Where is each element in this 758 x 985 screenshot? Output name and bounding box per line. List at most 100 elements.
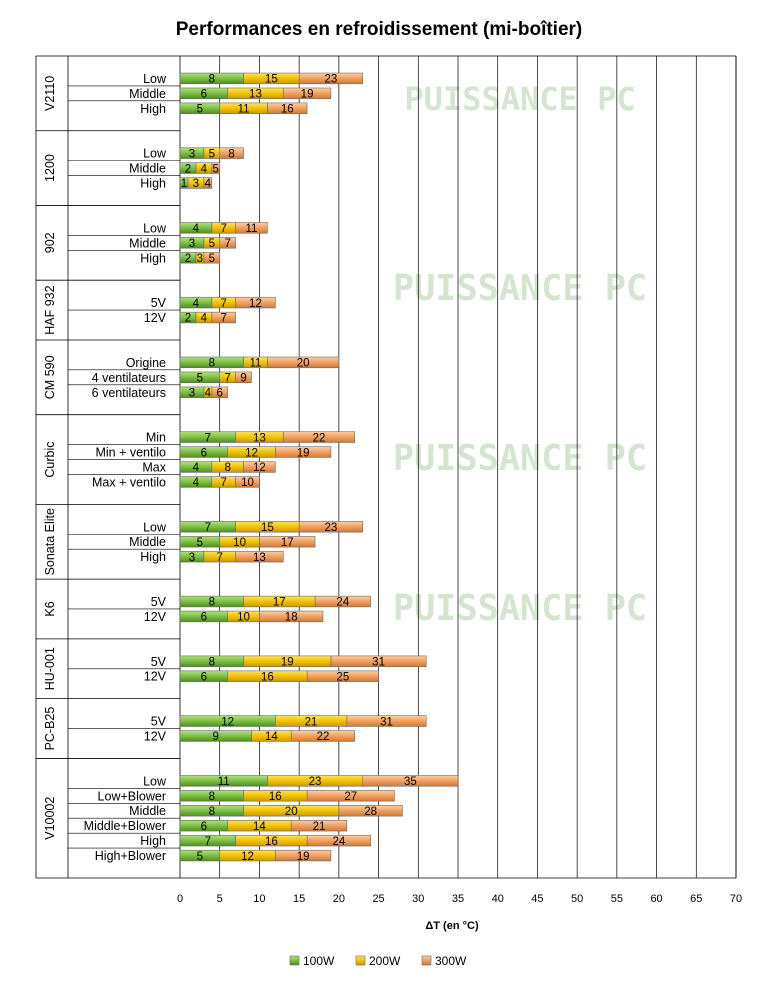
x-tick-label: 15 <box>293 893 305 905</box>
row-label: Origine <box>126 356 166 370</box>
data-label: 8 <box>209 806 215 818</box>
group-label: 902 <box>43 232 57 253</box>
data-label: 21 <box>313 821 326 833</box>
row-label: Middle <box>129 87 166 101</box>
legend-swatch <box>421 955 432 966</box>
data-label: 6 <box>201 612 207 624</box>
bar-segment <box>179 371 221 384</box>
row-label: 5V <box>151 296 167 310</box>
bar-segment <box>179 252 197 264</box>
group-label: Sonata Elite <box>43 508 57 575</box>
x-tick-label: 30 <box>412 893 424 905</box>
legend-swatch <box>289 955 300 966</box>
watermark-text: PUISSANCE PC <box>393 438 647 479</box>
data-label: 10 <box>233 537 246 549</box>
row-label: Middle <box>129 804 166 818</box>
row-label: High <box>140 102 166 116</box>
legend-label: 100W <box>303 954 335 968</box>
data-label: 12 <box>249 298 262 310</box>
row-label: 4 ventilateurs <box>92 371 166 385</box>
data-label: 31 <box>372 656 385 668</box>
bar-segment <box>179 820 228 832</box>
data-label: 6 <box>201 89 207 101</box>
x-tick-label: 50 <box>571 893 583 905</box>
row-label: Min <box>146 431 166 445</box>
data-label: 6 <box>201 447 207 459</box>
bar-segment <box>179 461 213 473</box>
data-label: 4 <box>193 477 200 489</box>
data-label: 28 <box>364 806 377 818</box>
row-label: Low <box>143 72 167 86</box>
x-tick-label: 20 <box>333 893 345 905</box>
row-label: High <box>140 550 166 564</box>
data-label: 3 <box>193 178 199 190</box>
group-label: V2110 <box>43 76 57 111</box>
data-label: 20 <box>285 806 298 818</box>
group-label: Curbic <box>43 441 57 477</box>
data-label: 13 <box>249 89 262 101</box>
row-labels: LowMiddleHighLowMiddleHighLowMiddleHigh5… <box>84 72 167 863</box>
data-label: 3 <box>189 238 195 250</box>
data-label: 20 <box>297 358 310 370</box>
data-label: 5 <box>209 148 215 160</box>
row-label: 5V <box>151 655 167 669</box>
data-label: 19 <box>297 851 310 863</box>
data-label: 7 <box>205 522 211 534</box>
legend-swatch <box>355 955 366 966</box>
data-label: 11 <box>249 358 261 370</box>
x-axis-label: ΔT (en °C) <box>425 920 479 932</box>
bar-segment <box>179 476 213 488</box>
row-label: 12V <box>144 730 167 744</box>
group-label: HU-001 <box>43 647 57 690</box>
row-label: Low <box>143 774 167 788</box>
x-axis-ticks: 0 5 10 15 20 25 30 35 40 45 50 55 60 65 70 <box>177 893 742 905</box>
bar-segment <box>179 102 221 114</box>
row-label: Low <box>143 221 167 235</box>
row-label: Middle <box>129 236 166 250</box>
data-label: 3 <box>197 253 203 265</box>
data-label: 1 <box>181 178 187 190</box>
data-label: 16 <box>265 836 278 848</box>
data-label: 27 <box>344 791 357 803</box>
bar-segment <box>179 431 236 443</box>
row-label: Middle <box>129 535 166 549</box>
row-label: 5V <box>151 595 167 609</box>
row-label: 6 ventilateurs <box>92 386 166 400</box>
data-label: 31 <box>380 716 393 728</box>
data-label: 10 <box>237 612 250 624</box>
data-label: 16 <box>269 791 282 803</box>
data-label: 8 <box>209 74 215 86</box>
data-label: 23 <box>325 522 338 534</box>
data-label: 12 <box>245 447 258 459</box>
watermark-text: PUISSANCE PC <box>393 588 647 629</box>
row-label: 12V <box>144 670 167 684</box>
data-label: 7 <box>220 477 226 489</box>
x-tick-label: 70 <box>730 893 742 905</box>
legend-label: 200W <box>369 954 401 968</box>
data-label: 6 <box>217 387 223 399</box>
bar-segment <box>179 147 205 159</box>
data-label: 23 <box>309 776 322 788</box>
bar-segment <box>179 834 236 847</box>
data-label: 8 <box>209 656 215 668</box>
bar-segment <box>179 550 205 563</box>
bar-segment <box>179 237 205 249</box>
bar-segment <box>179 521 236 533</box>
bar-segment <box>179 730 252 742</box>
data-label: 2 <box>185 163 191 175</box>
bar-segment <box>179 610 228 623</box>
bar-segment <box>179 790 244 802</box>
x-tick-label: 40 <box>492 893 504 905</box>
data-label: 23 <box>325 74 338 86</box>
data-label: 12 <box>221 716 234 728</box>
data-label: 9 <box>213 731 219 743</box>
bar-segment <box>179 177 189 189</box>
data-label: 7 <box>205 836 211 848</box>
x-tick-label: 5 <box>217 893 223 905</box>
data-label: 14 <box>265 731 278 743</box>
data-label: 7 <box>220 313 226 325</box>
data-label: 2 <box>185 313 191 325</box>
group-label: CM 590 <box>43 355 57 399</box>
row-label: Min + ventilo <box>95 446 166 460</box>
watermark-layer: PUISSANCE PC PUISSANCE PC PUISSANCE PC PUIS… <box>393 80 647 629</box>
